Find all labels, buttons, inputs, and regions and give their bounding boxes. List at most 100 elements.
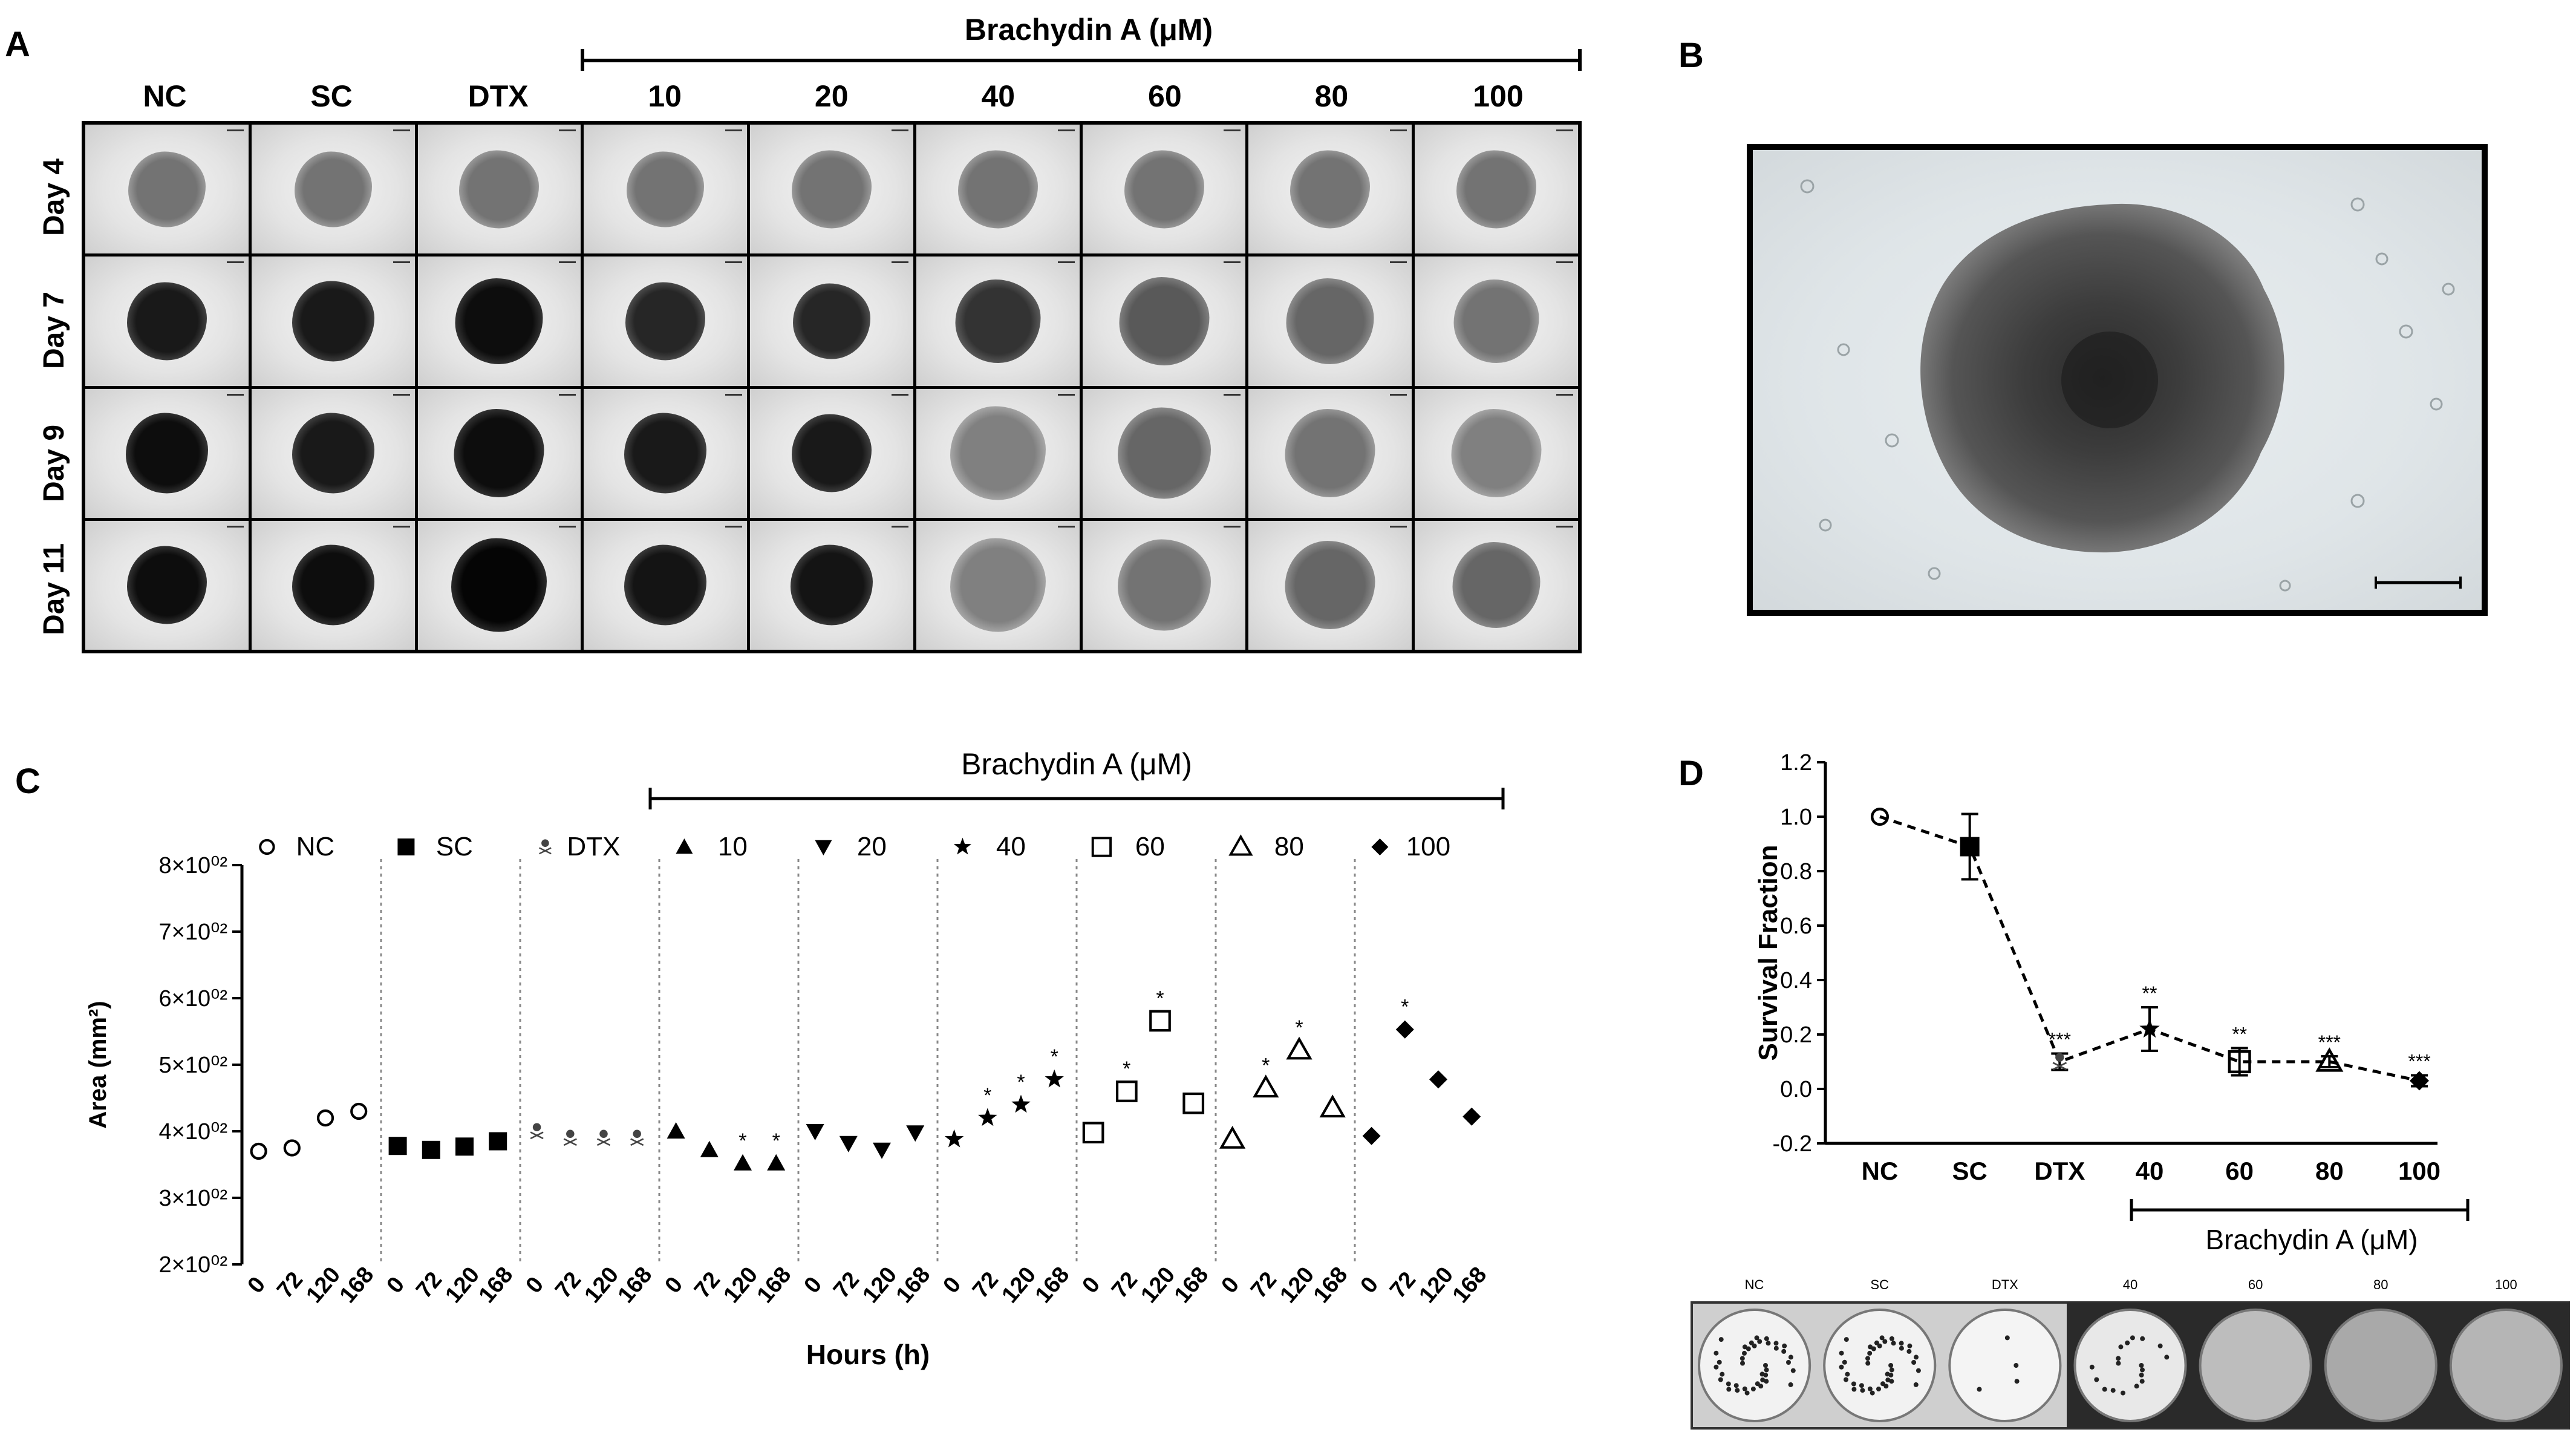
colony-dot bbox=[1871, 1346, 1876, 1351]
c-legend-label: 10 bbox=[718, 832, 748, 861]
column-header: 20 bbox=[814, 79, 849, 113]
spheroid bbox=[1286, 278, 1374, 364]
marker-diamond bbox=[1371, 838, 1389, 855]
c-x-tick-label: 0 bbox=[1356, 1272, 1384, 1298]
c-legend-label: DTX bbox=[567, 832, 620, 861]
tile-scale-bar bbox=[559, 393, 576, 402]
tile-scale-bar bbox=[891, 525, 908, 534]
colony-dot bbox=[1913, 1382, 1919, 1387]
tile-scale-bar bbox=[393, 525, 410, 534]
colony-dot bbox=[1842, 1359, 1847, 1365]
marker-triangle-down bbox=[815, 840, 832, 855]
spheroid-tile bbox=[750, 125, 913, 254]
c-x-tick-label: 120 bbox=[1136, 1263, 1180, 1309]
colony-dot bbox=[2139, 1379, 2145, 1384]
spheroid-image-grid bbox=[82, 121, 1582, 653]
colony-plate-image: NC SC DTX 40 60 80 100 bbox=[1691, 1277, 2570, 1430]
column-header: 40 bbox=[981, 79, 1016, 113]
spheroid bbox=[126, 546, 207, 624]
d-significance: *** bbox=[2049, 1029, 2071, 1051]
colony-dot bbox=[1859, 1383, 1864, 1388]
spheroid bbox=[624, 413, 707, 494]
colony-dot bbox=[1839, 1364, 1844, 1370]
spheroid-core bbox=[2061, 332, 2158, 428]
tile-scale-bar bbox=[1224, 129, 1241, 137]
spheroid bbox=[1124, 150, 1204, 229]
c-x-tick-label: 168 bbox=[335, 1263, 379, 1309]
colony-dot bbox=[1740, 1356, 1745, 1361]
tile-scale-bar bbox=[1390, 129, 1407, 137]
marker-square-open bbox=[1149, 1010, 1171, 1032]
spheroid bbox=[955, 279, 1041, 363]
c-significance: * bbox=[1262, 1054, 1270, 1077]
spheroid-tile bbox=[417, 520, 581, 650]
marker-circle-open bbox=[283, 1139, 301, 1157]
spheroid bbox=[950, 406, 1046, 500]
colony-dot bbox=[1757, 1339, 1762, 1344]
colony-dot bbox=[2164, 1355, 2170, 1360]
column-header: 10 bbox=[648, 79, 682, 113]
spheroid bbox=[459, 150, 540, 229]
plate-well bbox=[1698, 1309, 1811, 1422]
marker-triangle-open bbox=[1228, 834, 1253, 856]
colony-dot bbox=[1877, 1343, 1882, 1348]
c-y-tick-label: 5×10⁰² bbox=[159, 1053, 227, 1078]
tile-scale-bar bbox=[891, 261, 908, 269]
spheroid-tile bbox=[1415, 257, 1578, 386]
colony-dot bbox=[1885, 1371, 1890, 1377]
c-legend-label: 100 bbox=[1406, 832, 1450, 861]
colony-dot bbox=[1733, 1383, 1739, 1388]
plate-well bbox=[2199, 1309, 2312, 1422]
marker-triangle-down bbox=[806, 1124, 824, 1140]
colony-dot bbox=[1891, 1341, 1896, 1346]
c-legend-label: NC bbox=[296, 832, 335, 861]
colony-dot bbox=[1845, 1371, 1850, 1377]
colony-dot bbox=[1726, 1387, 1732, 1392]
colony-dot bbox=[1876, 1387, 1881, 1391]
colony-dot bbox=[1735, 1388, 1740, 1393]
d-significance: *** bbox=[2318, 1031, 2341, 1053]
d-y-tick-label: 0.6 bbox=[1780, 913, 1812, 939]
d-y-tick-label: 0.2 bbox=[1780, 1022, 1812, 1048]
d-significance: ** bbox=[2232, 1024, 2247, 1045]
micrograph-drawing bbox=[1800, 179, 2462, 592]
column-header: DTX bbox=[468, 79, 529, 113]
tile-scale-bar bbox=[226, 129, 244, 137]
c-x-tick-label: 72 bbox=[1107, 1267, 1143, 1303]
colony-dot bbox=[1790, 1368, 1796, 1373]
marker-square-open bbox=[1091, 837, 1112, 857]
spheroid-tile bbox=[1415, 125, 1578, 254]
marker-square-filled bbox=[388, 1137, 407, 1155]
c-x-tick-label: 120 bbox=[440, 1263, 484, 1309]
c-x-tick-label: 120 bbox=[997, 1263, 1041, 1309]
colony-dot bbox=[2157, 1343, 2163, 1348]
colony-dot bbox=[2134, 1384, 2139, 1389]
marker-circle-open bbox=[1870, 807, 1890, 826]
c-x-tick-label: 120 bbox=[1275, 1263, 1319, 1309]
colony-dot bbox=[1720, 1371, 1725, 1377]
c-treatment-title: Brachydin A (μM) bbox=[961, 747, 1192, 781]
colony-dot bbox=[1914, 1355, 1919, 1360]
spheroid bbox=[294, 151, 372, 227]
spheroid-tile bbox=[85, 388, 249, 518]
marker-circle-open bbox=[350, 1102, 368, 1120]
c-legend-label: 20 bbox=[857, 832, 887, 861]
marker-triangle-up bbox=[767, 1154, 786, 1171]
colony-dot bbox=[1754, 1335, 1759, 1341]
c-y-tick-label: 6×10⁰² bbox=[159, 986, 227, 1012]
c-y-tick-label: 7×10⁰² bbox=[159, 920, 227, 945]
plate-well-label: 40 bbox=[2123, 1277, 2137, 1292]
c-x-tick-label: 168 bbox=[474, 1263, 518, 1309]
c-significance: * bbox=[1401, 996, 1409, 1019]
colony-dot bbox=[1911, 1360, 1917, 1365]
c-x-tick-label: 72 bbox=[272, 1267, 308, 1303]
spheroid-tile bbox=[1415, 388, 1578, 518]
colony-dot bbox=[1885, 1378, 1891, 1382]
c-x-tick-label: 168 bbox=[752, 1263, 797, 1309]
tile-scale-bar bbox=[725, 525, 743, 534]
spheroid-tile bbox=[1248, 520, 1412, 650]
marker-square-open bbox=[1182, 1092, 1205, 1114]
column-header: NC bbox=[143, 79, 187, 113]
marker-star bbox=[978, 1108, 997, 1126]
marker-triangle-up bbox=[700, 1140, 719, 1157]
